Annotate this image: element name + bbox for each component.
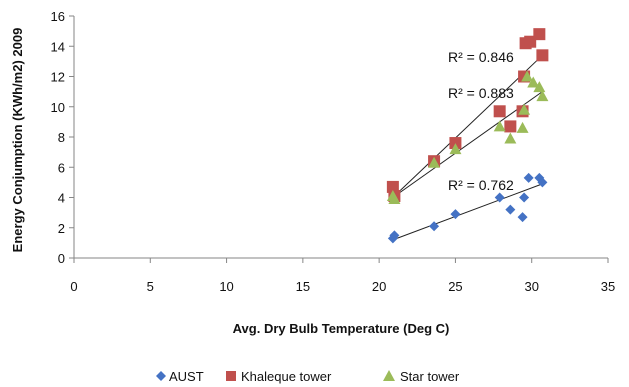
y-axis-title: Energy Conjumption (KWh/m2) 2009 [10, 28, 25, 253]
x-tick-label: 20 [372, 279, 386, 294]
point-khaleque-tower [386, 180, 399, 193]
point-khaleque-tower [493, 105, 506, 118]
y-tick-label: 10 [51, 100, 65, 115]
x-tick-label: 35 [601, 279, 615, 294]
r2-label-star-tower: R² = 0.883 [448, 85, 514, 101]
point-aust [519, 192, 530, 203]
legend: AUST Khaleque tower Star tower [156, 369, 460, 384]
x-tick-label: 0 [70, 279, 77, 294]
point-star-tower [428, 156, 441, 168]
point-aust [537, 177, 548, 188]
y-tick-label: 14 [51, 39, 65, 54]
r2-labels: R² = 0.846 R² = 0.883 R² = 0.762 [448, 49, 514, 193]
y-tick-label: 0 [58, 251, 65, 266]
x-axis-ticks: 0 5 10 15 20 25 30 35 [70, 258, 615, 294]
point-khaleque-tower [533, 28, 546, 41]
legend-diamond-marker [156, 371, 166, 381]
point-star-tower [536, 90, 549, 102]
point-khaleque-tower [504, 120, 517, 133]
legend-item-khaleque-tower: Khaleque tower [226, 369, 332, 384]
point-aust [523, 172, 534, 183]
point-aust [517, 212, 528, 223]
point-khaleque-tower [536, 49, 549, 62]
point-star-tower [388, 193, 401, 205]
legend-label-khaleque-tower: Khaleque tower [241, 369, 332, 384]
x-tick-label: 15 [296, 279, 310, 294]
point-aust [429, 221, 440, 232]
point-star-tower [516, 121, 529, 133]
data-markers [386, 28, 549, 244]
y-tick-label: 6 [58, 160, 65, 175]
x-tick-label: 10 [219, 279, 233, 294]
legend-label-star-tower: Star tower [400, 369, 460, 384]
r2-label-aust: R² = 0.762 [448, 177, 514, 193]
legend-item-aust: AUST [156, 369, 204, 384]
legend-triangle-marker [383, 370, 395, 381]
point-aust [494, 192, 505, 203]
point-star-tower [493, 120, 506, 132]
trendline-aust [392, 183, 543, 241]
x-tick-label: 30 [524, 279, 538, 294]
point-star-tower [449, 143, 462, 155]
point-aust [389, 230, 400, 241]
point-star-tower [504, 132, 517, 144]
legend-label-aust: AUST [169, 369, 204, 384]
y-tick-label: 16 [51, 9, 65, 24]
y-tick-label: 8 [58, 130, 65, 145]
y-tick-label: 12 [51, 70, 65, 85]
y-tick-label: 4 [58, 191, 65, 206]
legend-item-star-tower: Star tower [383, 369, 460, 384]
point-khaleque-tower [449, 137, 462, 150]
point-khaleque-tower [524, 35, 537, 48]
point-aust [450, 209, 461, 220]
point-star-tower [527, 76, 540, 88]
y-axis-ticks: 0 2 4 6 8 10 12 14 16 [51, 9, 74, 266]
point-aust [505, 204, 516, 215]
x-tick-label: 5 [147, 279, 154, 294]
x-tick-label: 25 [448, 279, 462, 294]
y-tick-label: 2 [58, 221, 65, 236]
trendline-khaleque-tower [392, 54, 543, 198]
r2-label-khaleque-tower: R² = 0.846 [448, 49, 514, 65]
point-star-tower [533, 81, 546, 93]
point-star-tower [521, 70, 534, 82]
point-star-tower [518, 103, 531, 115]
trendlines [392, 54, 543, 241]
legend-square-marker [226, 371, 236, 381]
x-axis-title: Avg. Dry Bulb Temperature (Deg C) [233, 321, 450, 336]
plot-area: 0 2 4 6 8 10 12 14 16 0 5 10 15 20 25 30 35 R² = 0.846 … [51, 9, 616, 294]
